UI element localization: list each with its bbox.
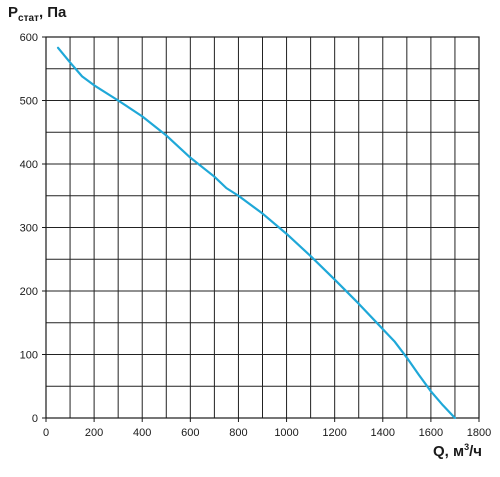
y-axis-label-suffix: , Па: [38, 4, 67, 21]
y-tick-label: 500: [20, 96, 38, 108]
x-axis-label: Q, м3/ч: [432, 442, 482, 460]
y-tick-label: 0: [32, 413, 38, 425]
x-axis-label-superscript: 3: [464, 442, 470, 452]
x-tick-label: 200: [85, 427, 103, 439]
series-line: [56, 46, 457, 420]
y-tick-label: 600: [20, 32, 38, 44]
x-axis-ticks: 0 200 400 600 800 1000 1200 1400 1600 1800: [43, 418, 491, 439]
x-tick-label: 600: [181, 427, 199, 439]
x-tick-label: 1600: [419, 427, 443, 439]
y-axis-label-subscript: стат: [18, 13, 39, 24]
y-tick-label: 200: [20, 286, 38, 298]
x-axis-label-main: Q, м: [432, 443, 465, 460]
x-tick-label: 1800: [467, 427, 491, 439]
x-axis-label-suffix: /ч: [469, 443, 482, 460]
y-axis-ticks: 0 100 200 300 400 500 600: [20, 32, 46, 425]
y-tick-label: 300: [20, 223, 38, 235]
y-tick-label: 400: [20, 159, 38, 171]
y-axis-label: Pстат, Па: [8, 4, 67, 24]
x-tick-label: 1400: [371, 427, 395, 439]
x-tick-label: 1200: [322, 427, 346, 439]
x-tick-label: 1000: [274, 427, 298, 439]
y-tick-label: 100: [20, 350, 38, 362]
x-tick-label: 400: [133, 427, 151, 439]
grid: [46, 37, 479, 418]
x-tick-label: 800: [229, 427, 247, 439]
y-axis-label-main: P: [8, 4, 19, 21]
x-tick-label: 0: [43, 427, 49, 439]
